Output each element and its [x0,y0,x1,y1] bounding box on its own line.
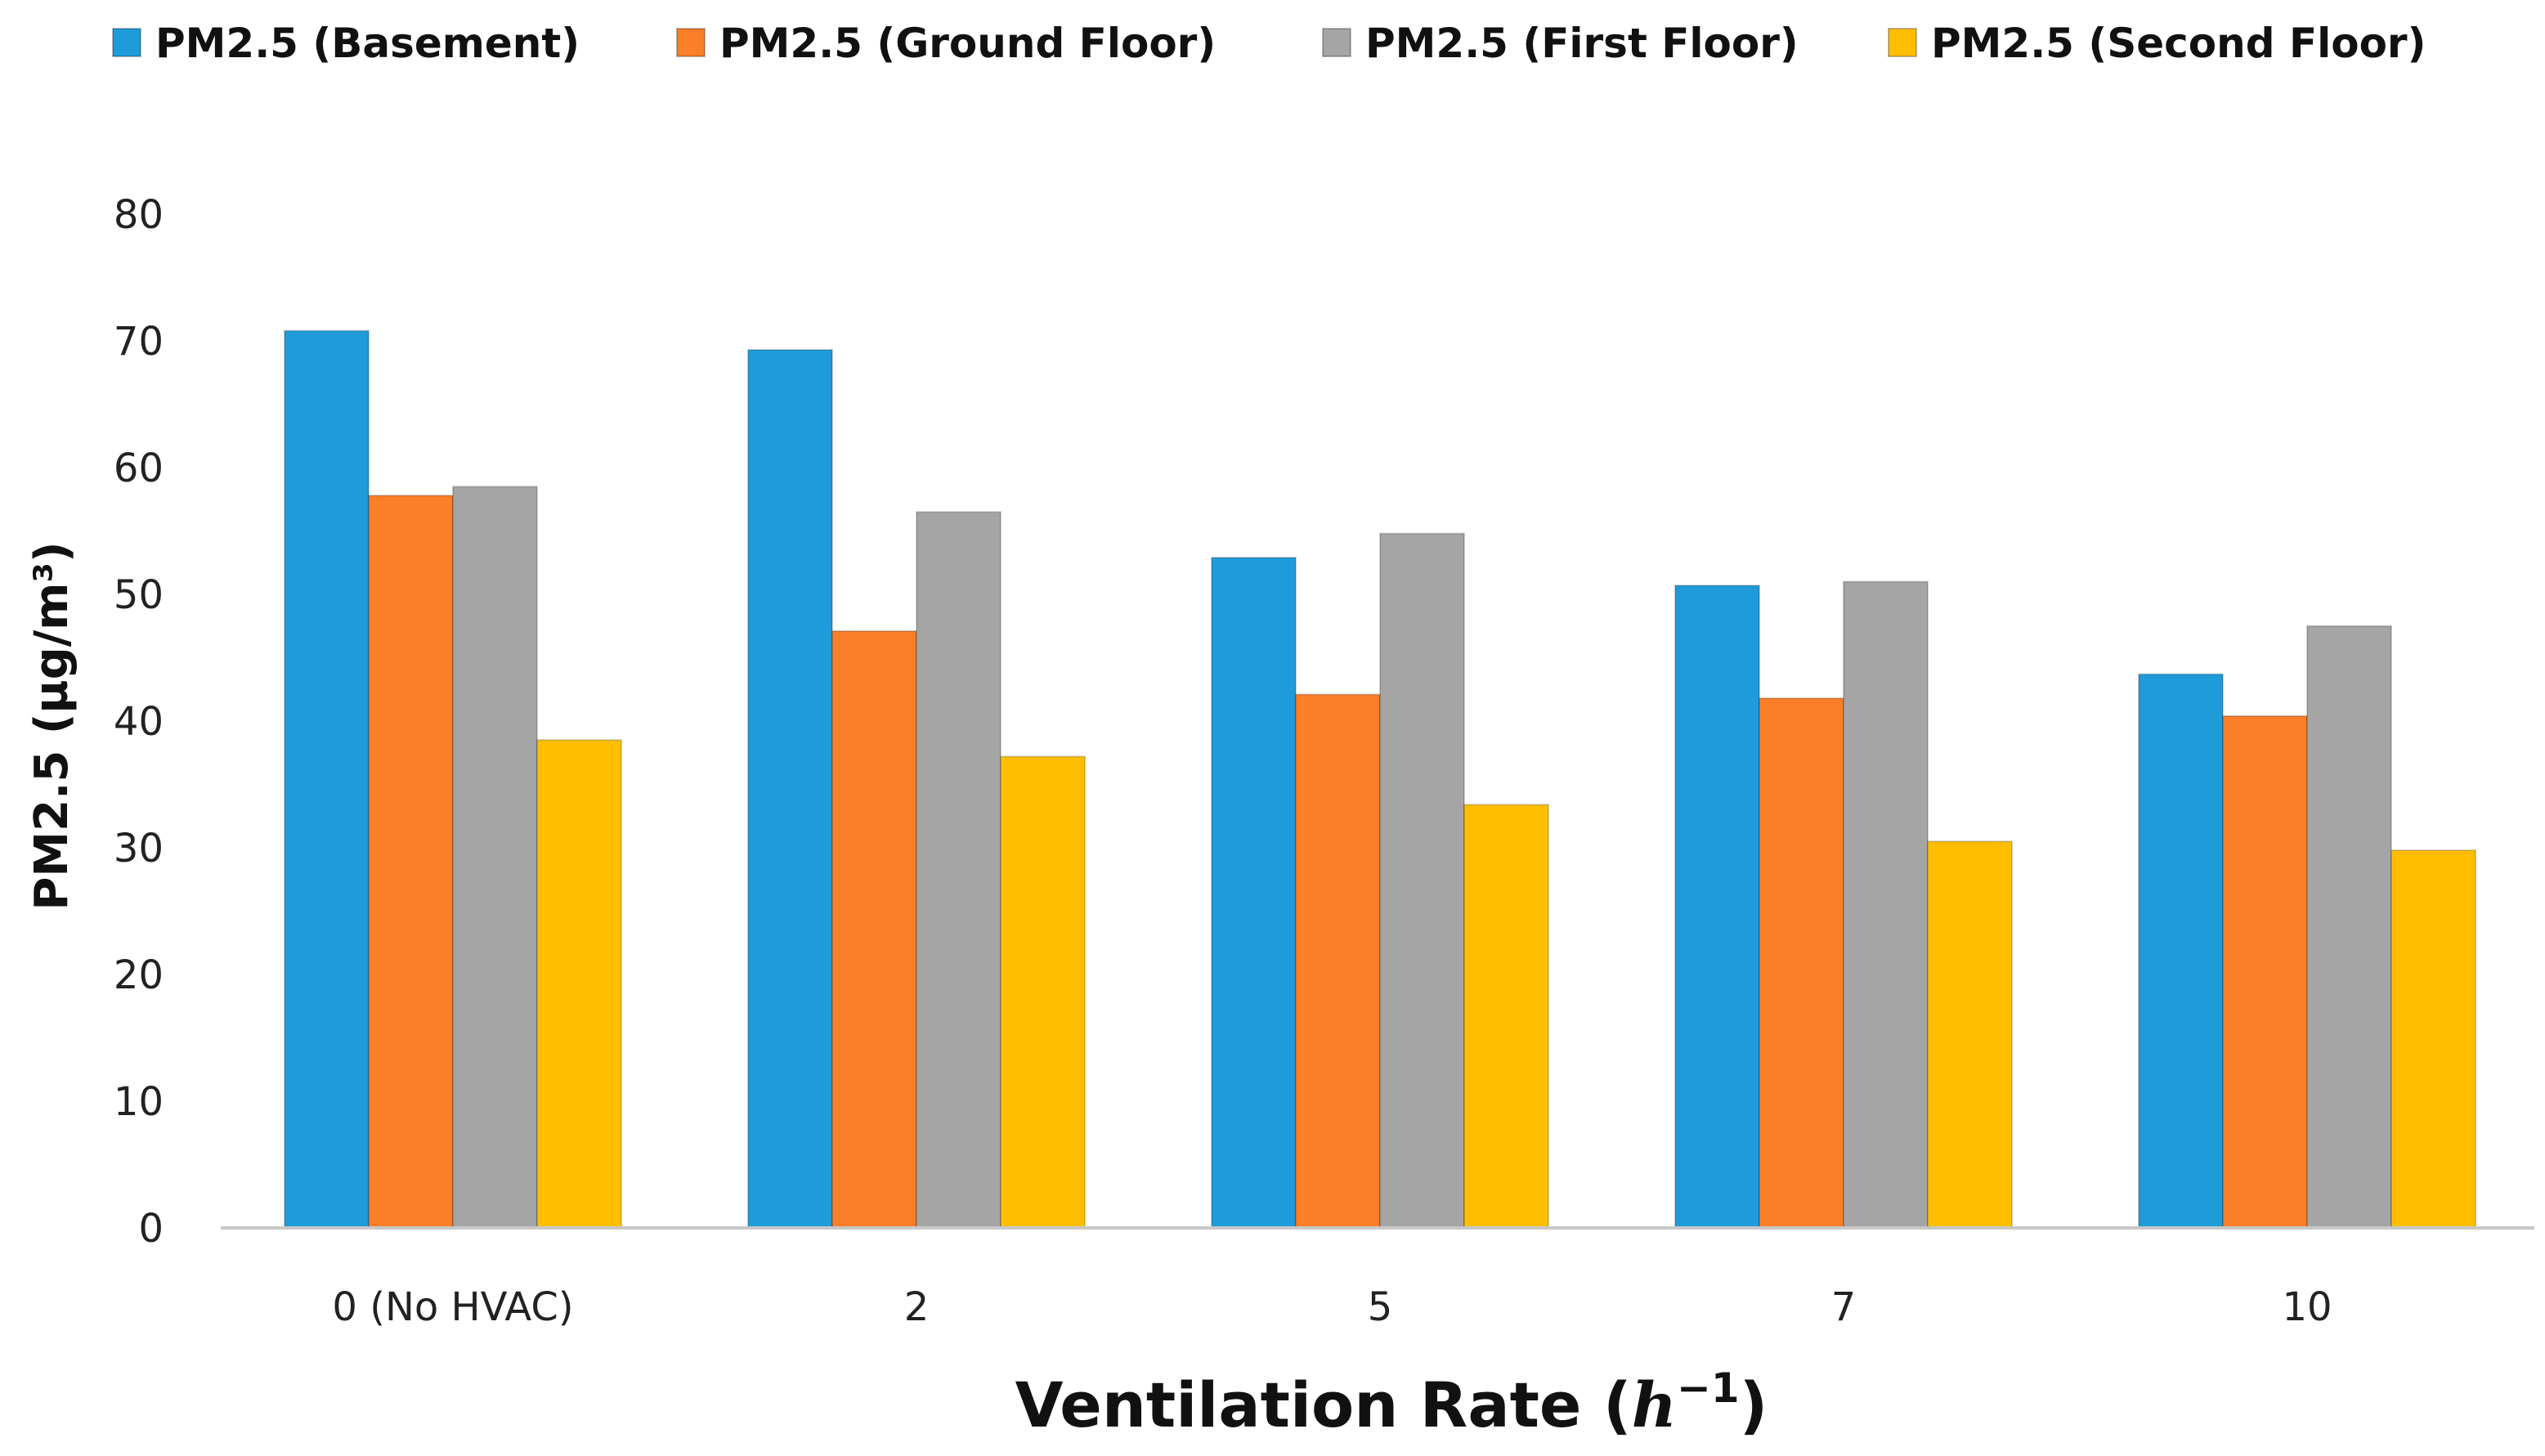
x-tick-label: 7 [1831,1284,1857,1330]
y-tick-label: 30 [114,826,164,871]
bar-first-floor-0 [452,486,538,1229]
bar-first-floor-4 [2306,625,2392,1229]
legend-label: PM2.5 (First Floor) [1365,20,1799,67]
y-tick-label: 50 [114,572,164,618]
bar-basement-0 [284,329,370,1230]
bar-second-floor-2 [1463,804,1549,1229]
legend: PM2.5 (Basement) PM2.5 (Ground Floor) PM2.… [112,20,2426,67]
y-tick-label: 20 [114,952,164,998]
legend-item: PM2.5 (Ground Floor) [676,20,1216,67]
bar-ground-floor-3 [1759,697,1844,1229]
bar-first-floor-2 [1379,532,1465,1229]
bar-second-floor-1 [1000,755,1086,1229]
bar-first-floor-3 [1843,580,1929,1229]
y-tick-label: 70 [114,319,164,365]
x-tick-label: 0 (No HVAC) [332,1284,573,1330]
bars [284,329,2476,1230]
legend-item: PM2.5 (Basement) [112,20,580,67]
legend-swatch [112,28,141,57]
y-tick-label: 80 [114,192,164,238]
y-axis-title: PM2.5 (µg/m³) [25,541,78,910]
x-axis-ticks: 0 (No HVAC) 2 5 7 10 [332,1284,2332,1330]
bar-second-floor-0 [536,739,622,1229]
x-axis-title-text: Ventilation Rate [1015,1369,1582,1441]
legend-swatch [1322,28,1351,57]
x-axis-title-unit: h [1632,1369,1677,1441]
x-axis-title-open: ( [1603,1369,1632,1441]
legend-label: PM2.5 (Second Floor) [1931,20,2426,67]
y-tick-label: 40 [114,699,164,745]
bar-ground-floor-0 [368,495,454,1229]
bar-ground-floor-1 [831,629,917,1229]
y-axis-ticks: 0 10 20 30 40 50 60 70 80 [114,192,164,1252]
bar-basement-2 [1211,557,1297,1229]
x-axis-title: Ventilation Rate (h−1) [1015,1364,1768,1441]
x-tick-label: 5 [1368,1284,1393,1330]
bar-ground-floor-2 [1295,693,1381,1229]
bar-second-floor-3 [1927,840,2013,1229]
legend-label: PM2.5 (Basement) [155,20,580,67]
x-tick-label: 10 [2282,1284,2332,1330]
legend-swatch [1888,28,1917,57]
bar-basement-1 [747,348,833,1230]
legend-item: PM2.5 (Second Floor) [1888,20,2426,67]
y-tick-label: 0 [138,1206,164,1252]
bar-ground-floor-4 [2222,715,2308,1229]
bar-second-floor-4 [2390,849,2476,1229]
x-tick-label: 2 [904,1284,930,1330]
bar-first-floor-1 [916,511,1001,1229]
x-axis-title-exponent: −1 [1677,1364,1740,1412]
y-tick-label: 60 [114,446,164,491]
bar-basement-4 [2138,673,2224,1229]
legend-label: PM2.5 (Ground Floor) [719,20,1216,67]
bar-basement-3 [1674,585,1760,1229]
legend-swatch [676,28,706,57]
legend-item: PM2.5 (First Floor) [1322,20,1799,67]
x-axis-title-close: ) [1740,1369,1768,1441]
y-tick-label: 10 [114,1079,164,1125]
